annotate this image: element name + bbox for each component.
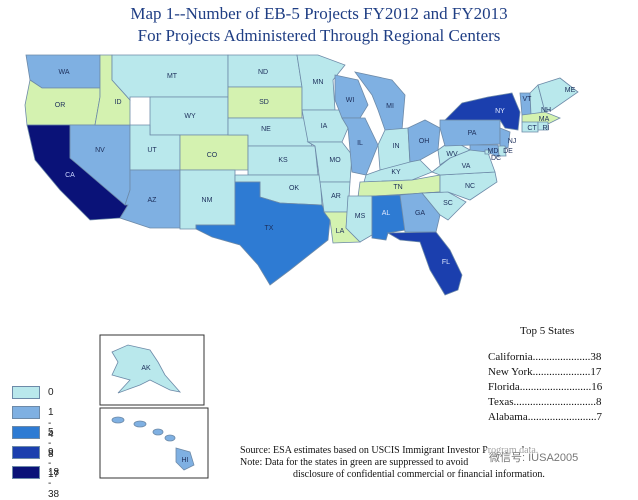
legend-label-1: 1 - 4	[48, 407, 54, 440]
label-fl: FL	[442, 259, 450, 266]
label-wy: WY	[184, 113, 196, 120]
top5-row: Texas..............................8	[488, 396, 602, 408]
legend-swatch-0	[12, 386, 40, 399]
label-ga: GA	[415, 210, 425, 217]
top5-panel: Top 5 States California.................…	[488, 325, 633, 426]
label-hi: HI	[182, 457, 189, 464]
state-mn	[296, 54, 346, 111]
label-al: AL	[382, 210, 391, 217]
label-in: IN	[393, 143, 400, 150]
state-ms	[345, 195, 373, 243]
hawaii-inset-box	[99, 407, 209, 479]
label-tx: TX	[265, 225, 274, 232]
label-me: ME	[565, 87, 576, 94]
map-title: Map 1--Number of EB-5 Projects FY2012 an…	[130, 4, 508, 23]
alaska-inset-box	[99, 334, 205, 406]
label-ri: RI	[543, 125, 550, 132]
top5-row: California.....................38	[488, 351, 602, 363]
label-mn: MN	[313, 79, 324, 86]
legend-swatch-2	[12, 426, 40, 439]
label-ct: CT	[527, 125, 537, 132]
label-ok: OK	[289, 185, 299, 192]
state-ak	[111, 344, 182, 394]
label-md: MD	[488, 148, 499, 155]
label-de: DE	[503, 148, 513, 155]
state-md	[469, 144, 500, 158]
state-ny	[444, 92, 521, 131]
top5-row: Alabama.........................7	[488, 411, 602, 423]
legend-swatch-3	[12, 446, 40, 459]
label-sc: SC	[443, 200, 453, 207]
state-nj	[499, 127, 511, 149]
state-ri	[537, 121, 549, 131]
label-wv: WV	[446, 151, 458, 158]
label-nj: NJ	[508, 138, 517, 145]
label-ar: AR	[331, 193, 341, 200]
label-nd: ND	[258, 69, 268, 76]
label-wi: WI	[346, 97, 355, 104]
label-wa: WA	[58, 69, 69, 76]
label-nm: NM	[202, 197, 213, 204]
label-dc: DC	[491, 155, 501, 162]
top5-header: Top 5 States	[520, 325, 575, 337]
label-nv: NV	[95, 147, 105, 154]
wechat-watermark: 微信号: IUSA2005	[486, 448, 582, 466]
legend-label-0: 0	[48, 387, 54, 398]
state-dc	[484, 149, 491, 155]
state-hi	[111, 416, 195, 471]
label-ma: MA	[539, 116, 550, 123]
label-il: IL	[357, 140, 363, 147]
label-nh: NH	[541, 107, 551, 114]
legend-label-2: 5 - 8	[48, 427, 54, 460]
label-ut: UT	[147, 147, 157, 154]
label-mi: MI	[386, 103, 394, 110]
label-ia: IA	[321, 123, 328, 130]
us-map: WA OR CA NV ID MT WY UT AZ CO NM ND SD N…	[24, 54, 579, 479]
label-la: LA	[336, 228, 345, 235]
legend-swatch-4	[12, 466, 40, 479]
label-mo: MO	[329, 157, 341, 164]
label-sd: SD	[259, 99, 269, 106]
state-ct	[521, 121, 539, 133]
label-oh: OH	[419, 138, 430, 145]
label-ky: KY	[391, 169, 401, 176]
legend-swatch-1	[12, 406, 40, 419]
label-vt: VT	[523, 96, 533, 103]
label-mt: MT	[167, 73, 178, 80]
state-fl	[386, 231, 463, 296]
top5-row: Florida..........................16	[488, 381, 603, 393]
label-az: AZ	[148, 197, 158, 204]
label-tn: TN	[393, 184, 402, 191]
label-co: CO	[207, 152, 218, 159]
state-nc	[421, 171, 498, 201]
legend-label-3: 9 - 17	[48, 447, 60, 480]
state-ia	[301, 109, 349, 143]
label-ne: NE	[261, 126, 271, 133]
label-ks: KS	[278, 157, 288, 164]
source-text: Source: ESA estimates based on USCIS Imm…	[240, 445, 539, 456]
label-nc: NC	[465, 183, 475, 190]
state-tx	[195, 181, 331, 286]
label-id: ID	[115, 99, 122, 106]
label-ca: CA	[65, 172, 75, 179]
state-ga	[399, 192, 441, 233]
note-text-continued: disclosure of confidential commercial or…	[293, 469, 545, 480]
note-text: Note: Data for the states in green are s…	[240, 457, 469, 468]
label-or: OR	[55, 102, 66, 109]
label-ms: MS	[355, 213, 366, 220]
map-subtitle: For Projects Administered Through Region…	[137, 26, 501, 45]
label-va: VA	[462, 163, 471, 170]
label-pa: PA	[468, 130, 477, 137]
legend-label-4: 18 - 38	[48, 467, 60, 500]
label-ny: NY	[495, 108, 505, 115]
state-me	[537, 77, 579, 113]
state-ma	[521, 111, 561, 125]
top5-row: New York.....................17	[488, 366, 602, 378]
label-ak: AK	[141, 365, 151, 372]
